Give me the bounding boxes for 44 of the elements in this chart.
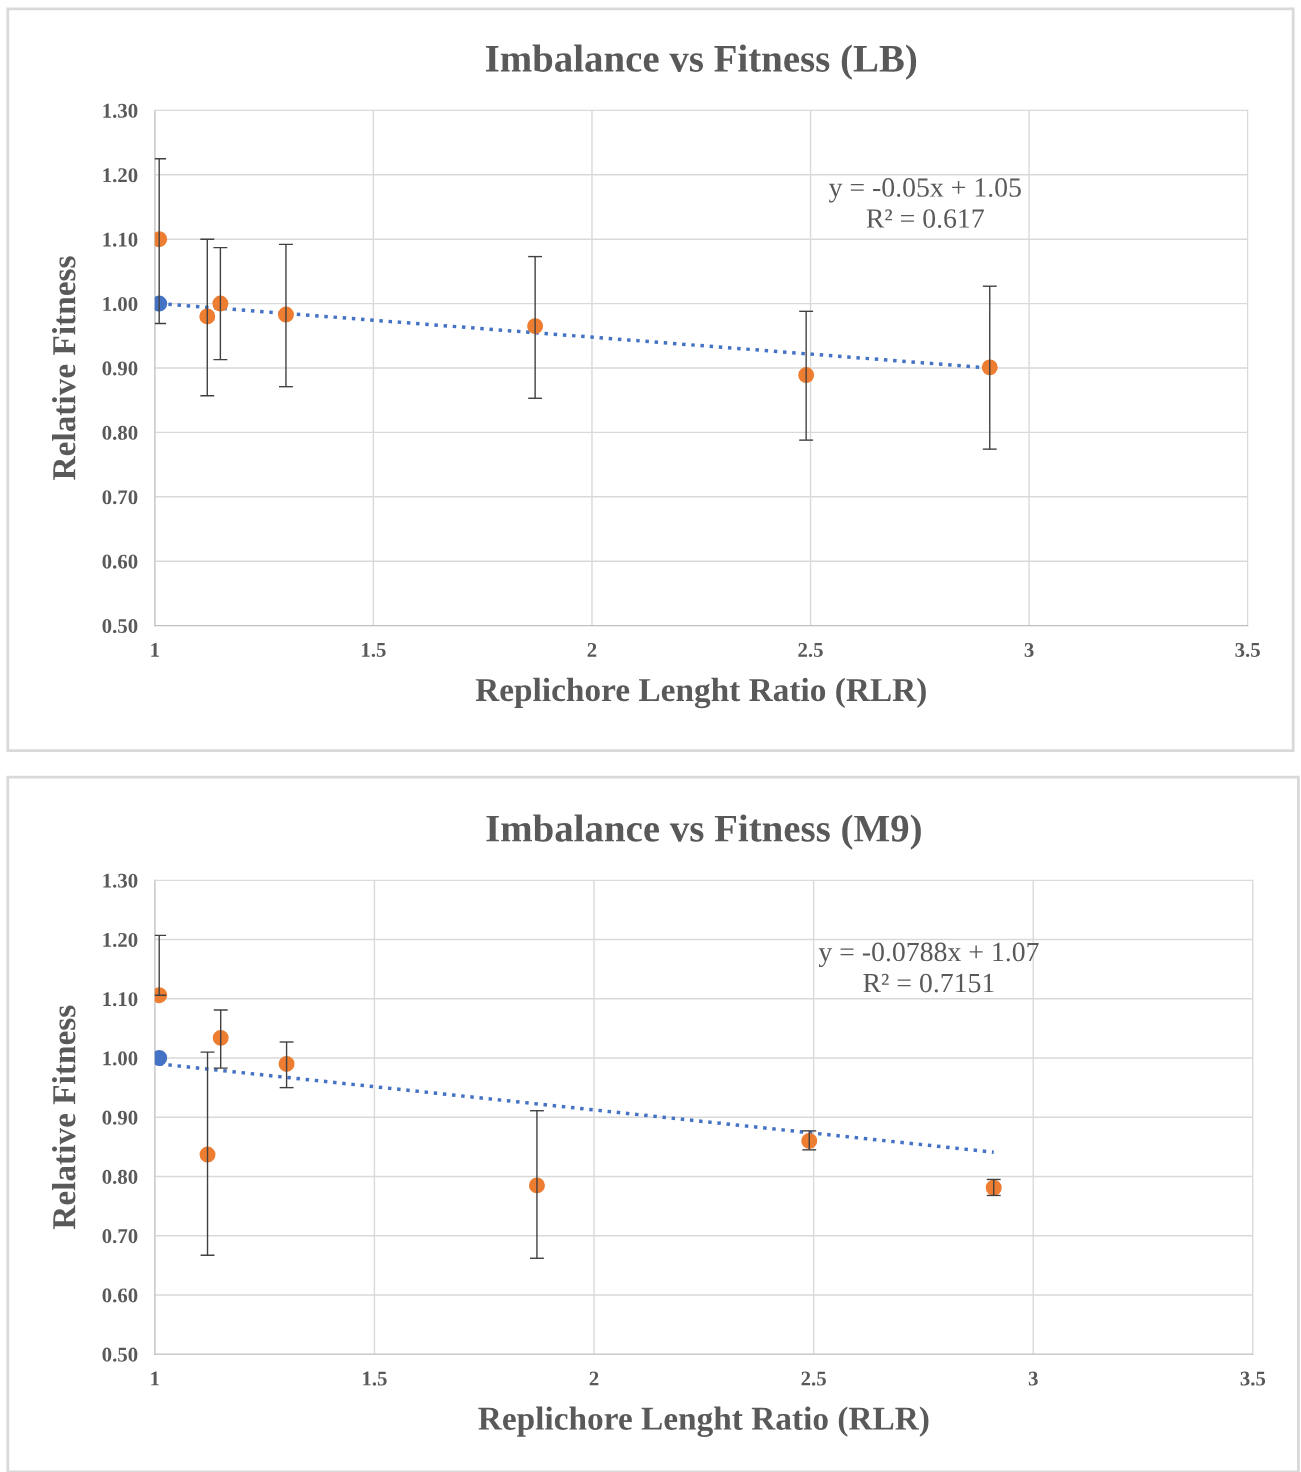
- x-axis-title: Replichore Lenght Ratio (RLR): [478, 1406, 929, 1437]
- x-tick-label: 2.5: [801, 1371, 826, 1386]
- y-tick-label: 0.90: [102, 1110, 138, 1125]
- y-tick-label: 0.50: [102, 1347, 138, 1362]
- x-tick-label: 2.5: [798, 642, 823, 658]
- x-tick-label: 1.5: [362, 642, 386, 658]
- y-tick-label: 1.10: [103, 992, 138, 1007]
- chart-title: Imbalance vs Fitness (M9): [486, 814, 921, 850]
- x-tick-label: 3: [1024, 642, 1034, 657]
- x-tick-label: 3.5: [1240, 1371, 1266, 1386]
- x-tick-label: 3.5: [1235, 642, 1260, 658]
- y-tick-label: 0.50: [102, 618, 138, 634]
- y-axis-title: Relative Fitness: [52, 1005, 76, 1230]
- point: [154, 1050, 168, 1066]
- point: [212, 1029, 229, 1046]
- x-tick-label: 3: [1028, 1371, 1038, 1386]
- x-tick-label: 1.5: [363, 1371, 387, 1386]
- point: [278, 1055, 295, 1072]
- x-tick-label: 1: [151, 1371, 159, 1386]
- chart-title: Imbalance vs Fitness (LB): [485, 44, 917, 80]
- y-tick-label: 1.30: [103, 103, 138, 118]
- y-tick-label: 0.70: [102, 1229, 138, 1244]
- y-tick-label: 0.60: [102, 1288, 138, 1303]
- y-tick-label: 1.00: [103, 1051, 138, 1066]
- y-tick-label: 1.20: [103, 932, 138, 948]
- y-tick-label: 0.60: [102, 554, 138, 569]
- annotation: y = -0.05x + 1.05 R² = 0.617: [828, 178, 1021, 229]
- y-tick-label: 0.80: [102, 425, 138, 440]
- point: [199, 1146, 216, 1163]
- y-tick-label: 1.10: [103, 232, 138, 247]
- y-tick-label: 0.90: [102, 361, 138, 376]
- y-tick-label: 0.80: [102, 1169, 138, 1185]
- point: [199, 308, 216, 325]
- x-tick-label: 2: [589, 1371, 599, 1386]
- y-tick-label: 0.70: [102, 490, 138, 505]
- y-tick-label: 1.00: [103, 296, 138, 312]
- annotation: y = -0.0788x + 1.07 R² = 0.7151: [818, 942, 1039, 993]
- x-axis-title: Replichore Lenght Ratio (RLR): [475, 677, 926, 709]
- x-tick-label: 2: [587, 642, 597, 657]
- y-tick-label: 1.30: [103, 873, 138, 888]
- point: [981, 359, 998, 376]
- y-tick-label: 1.20: [103, 168, 138, 183]
- y-axis-title: Relative Fitness: [52, 256, 76, 480]
- x-tick-label: 1: [151, 642, 159, 657]
